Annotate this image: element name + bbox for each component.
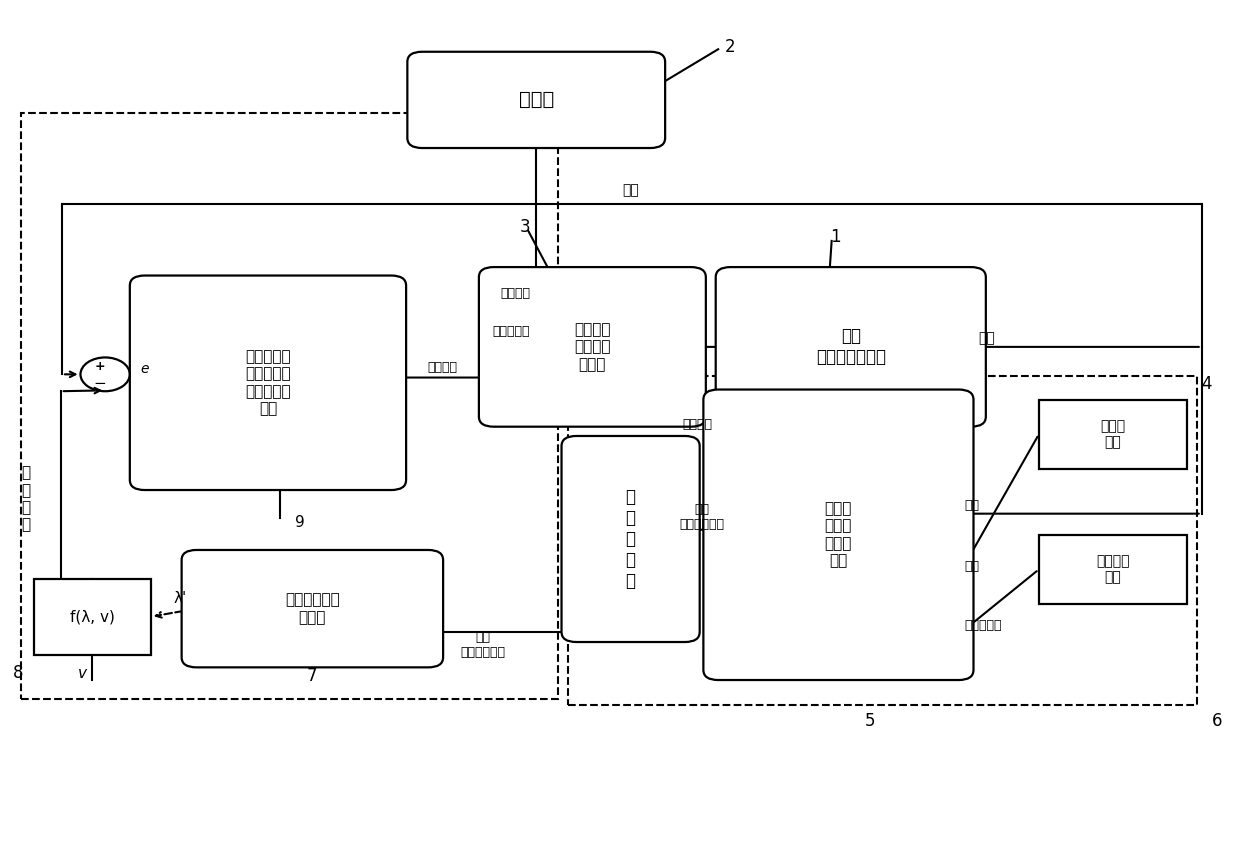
Bar [21, 112, 558, 700]
Text: 9: 9 [295, 514, 305, 530]
Text: 1: 1 [830, 228, 841, 246]
Text: 最优滑移率获
取单元: 最优滑移率获 取单元 [285, 592, 339, 625]
Text: 车速传
感器: 车速传 感器 [1100, 419, 1125, 450]
Text: 防滑控制
选择性接
入单元: 防滑控制 选择性接 入单元 [574, 322, 611, 371]
Text: 控制力矩: 控制力矩 [427, 361, 457, 374]
Text: 轮速: 轮速 [622, 184, 639, 197]
Text: e: e [140, 362, 149, 377]
Bar [33, 579, 151, 654]
Text: 路
面
估
计
器: 路 面 估 计 器 [626, 489, 636, 590]
Bar [567, 376, 1197, 706]
Text: v: v [78, 666, 87, 681]
FancyBboxPatch shape [704, 389, 974, 680]
FancyBboxPatch shape [182, 550, 444, 667]
Text: 4: 4 [1202, 376, 1212, 394]
FancyBboxPatch shape [408, 52, 665, 148]
Text: 抗饱和积分
滑模变结构
驱动防滑控
制器: 抗饱和积分 滑模变结构 驱动防滑控 制器 [245, 349, 291, 416]
Bar [1038, 535, 1187, 604]
Text: 分配层: 分配层 [519, 90, 554, 110]
Text: 路面峰
值附着
系数估
计器: 路面峰 值附着 系数估 计器 [825, 502, 852, 569]
FancyBboxPatch shape [479, 267, 706, 427]
Text: 参
考
轮
速: 参 考 轮 速 [21, 465, 31, 532]
Bar [1038, 400, 1187, 469]
Text: 分配层力矩: 分配层力矩 [493, 325, 530, 338]
Text: −: − [94, 376, 107, 391]
FancyBboxPatch shape [561, 436, 700, 642]
Text: 8: 8 [14, 664, 24, 683]
Text: 车速: 车速 [965, 560, 980, 574]
Text: +: + [95, 360, 105, 373]
Text: 5: 5 [865, 711, 875, 729]
Text: 车轮垂向力: 车轮垂向力 [965, 620, 1002, 632]
Text: 轮加速度: 轮加速度 [501, 287, 530, 300]
FancyBboxPatch shape [130, 275, 406, 490]
Text: 7: 7 [307, 666, 317, 685]
Text: 轮速: 轮速 [965, 499, 980, 512]
FancyBboxPatch shape [716, 267, 986, 427]
Text: 3: 3 [519, 218, 530, 235]
Text: 电机
（电机控制器）: 电机 （电机控制器） [815, 327, 886, 366]
Text: 垂向力估
计器: 垂向力估 计器 [1097, 554, 1130, 585]
Text: 路面
峰值附着系数: 路面 峰值附着系数 [461, 631, 506, 659]
Text: 2: 2 [725, 37, 736, 56]
Text: 轮速: 轮速 [979, 332, 995, 345]
Text: f(λ, v): f(λ, v) [69, 609, 115, 624]
Text: 电机转矩: 电机转矩 [681, 418, 712, 432]
Text: λ': λ' [173, 591, 186, 606]
Text: 6: 6 [1212, 711, 1222, 729]
Text: 路面
峰值附着系数: 路面 峰值附着系数 [679, 503, 724, 531]
